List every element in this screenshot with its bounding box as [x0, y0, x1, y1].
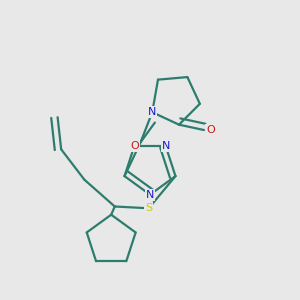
Text: O: O	[206, 125, 215, 135]
Text: S: S	[145, 203, 152, 213]
Text: N: N	[162, 141, 170, 151]
Text: O: O	[130, 141, 139, 151]
Text: N: N	[148, 107, 156, 117]
Text: N: N	[146, 190, 154, 200]
